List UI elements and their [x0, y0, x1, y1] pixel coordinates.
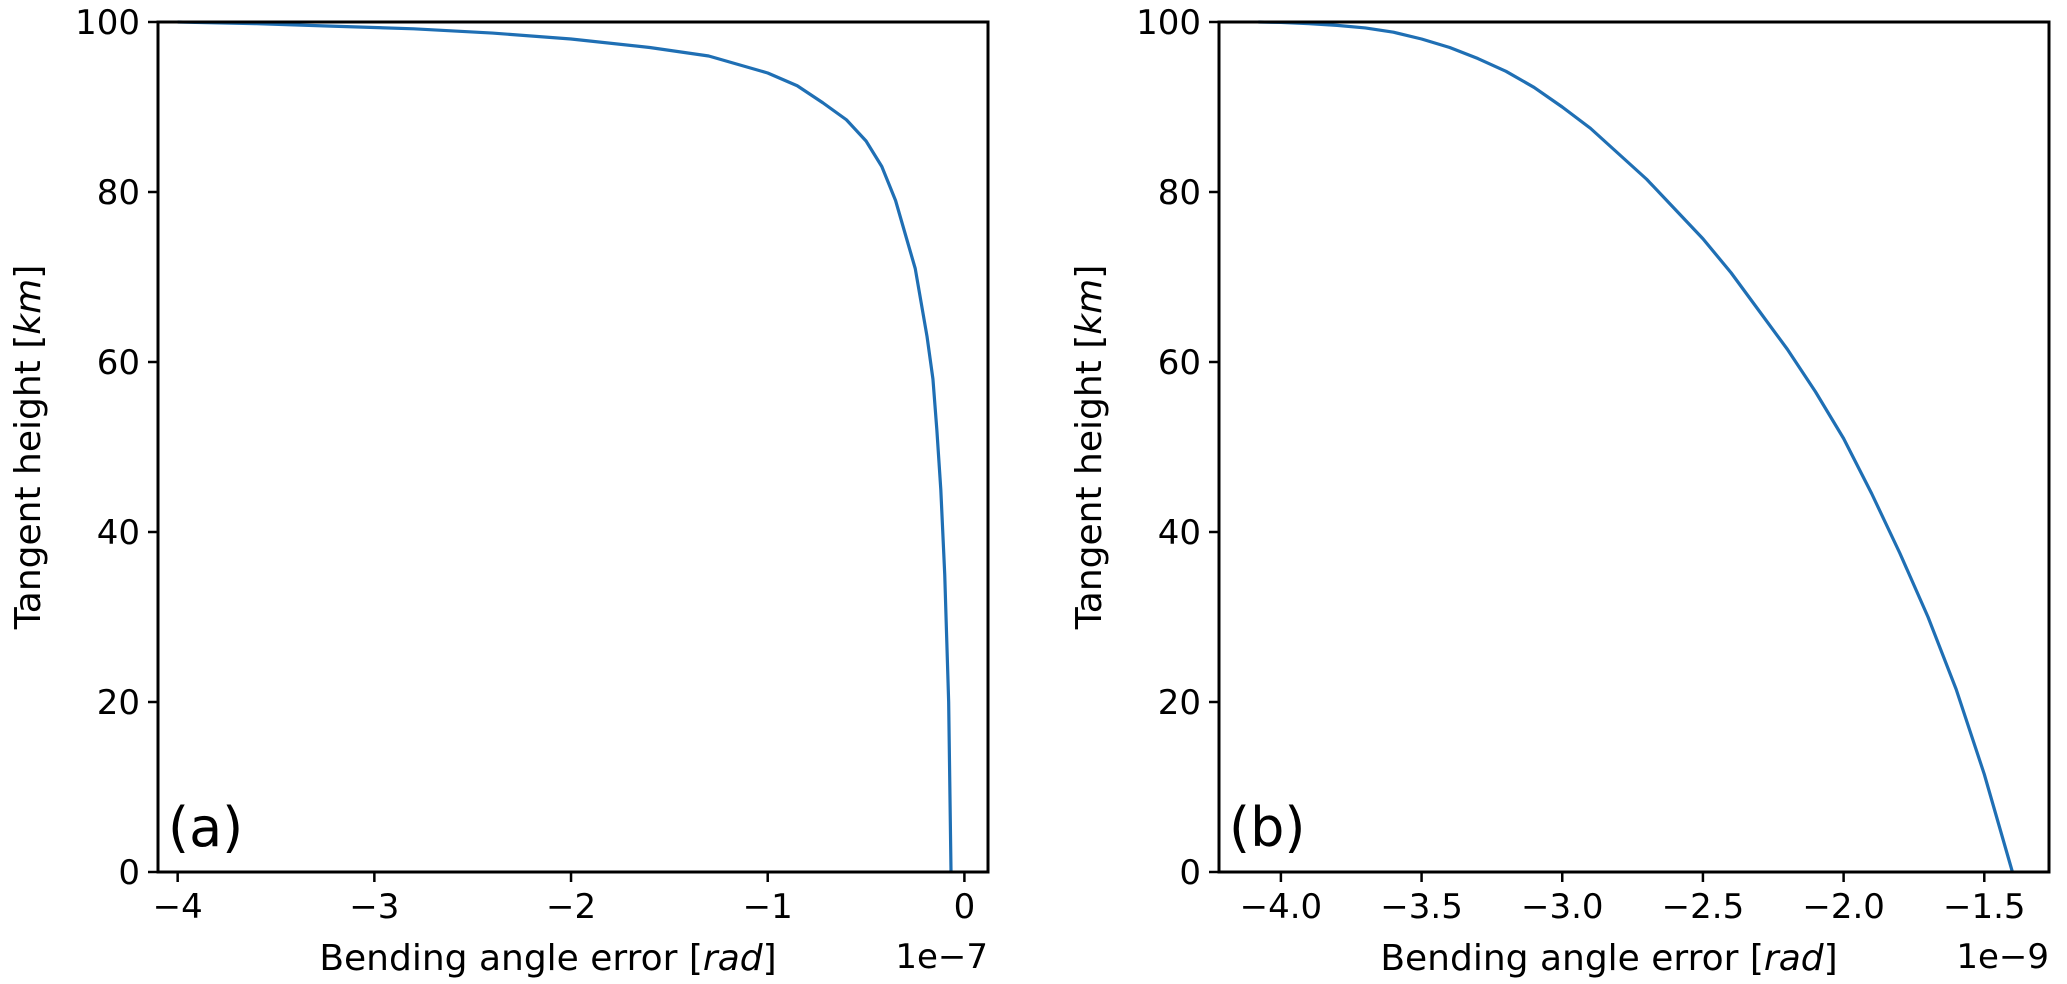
y-tick-label: 40: [1158, 513, 1201, 553]
y-tick-label: 100: [1136, 3, 1201, 43]
x-axis-label: Bending angle error [rad]: [319, 938, 776, 979]
x-offset-label: 1e−9: [1956, 937, 2049, 977]
y-tick-label: 0: [1179, 853, 1201, 893]
panel-label: (b): [1229, 796, 1305, 859]
y-tick-label: 0: [118, 853, 140, 893]
y-tick-label: 60: [97, 343, 140, 383]
x-offset-label: 1e−7: [895, 937, 988, 977]
y-tick-label: 100: [75, 3, 140, 43]
panel-label: (a): [168, 796, 243, 859]
series-line-0: [177, 20, 953, 873]
x-tick-label: −3.0: [1521, 887, 1604, 927]
plot-frame: [156, 20, 990, 874]
panel-b: −4.0 −3.5 −3.0 −2.5 −2.0 −1.5 0 20 40 60 80 100 Bend…: [1069, 3, 2051, 979]
x-tick-label: −2.5: [1662, 887, 1745, 927]
panel-a: −4 −3 −2 −1 0 0 20 40 60 80 100 Bending angle error…: [8, 3, 990, 979]
x-tick-label: −2.0: [1802, 887, 1885, 927]
x-tick-label: −1.5: [1943, 887, 2026, 927]
y-axis-label: Tangent height [km]: [1069, 265, 1110, 631]
y-tick-label: 80: [97, 173, 140, 213]
x-axis-label: Bending angle error [rad]: [1380, 938, 1837, 979]
plot-frame: [1217, 20, 2051, 874]
x-tick-label: −1: [743, 887, 793, 927]
y-tick-label: 80: [1158, 173, 1201, 213]
y-tick-label: 20: [1158, 683, 1201, 723]
y-tick-label: 60: [1158, 343, 1201, 383]
y-axis-label: Tangent height [km]: [8, 265, 49, 631]
x-tick-label: −3.5: [1380, 887, 1463, 927]
y-tick-label: 40: [97, 513, 140, 553]
y-tick-label: 20: [97, 683, 140, 723]
x-tick-label: −4: [153, 887, 203, 927]
x-tick-label: −2: [546, 887, 596, 927]
x-tick-label: 0: [954, 887, 976, 927]
series-line-0: [1258, 20, 2014, 873]
x-tick-label: −3: [349, 887, 399, 927]
x-tick-label: −4.0: [1240, 887, 1323, 927]
